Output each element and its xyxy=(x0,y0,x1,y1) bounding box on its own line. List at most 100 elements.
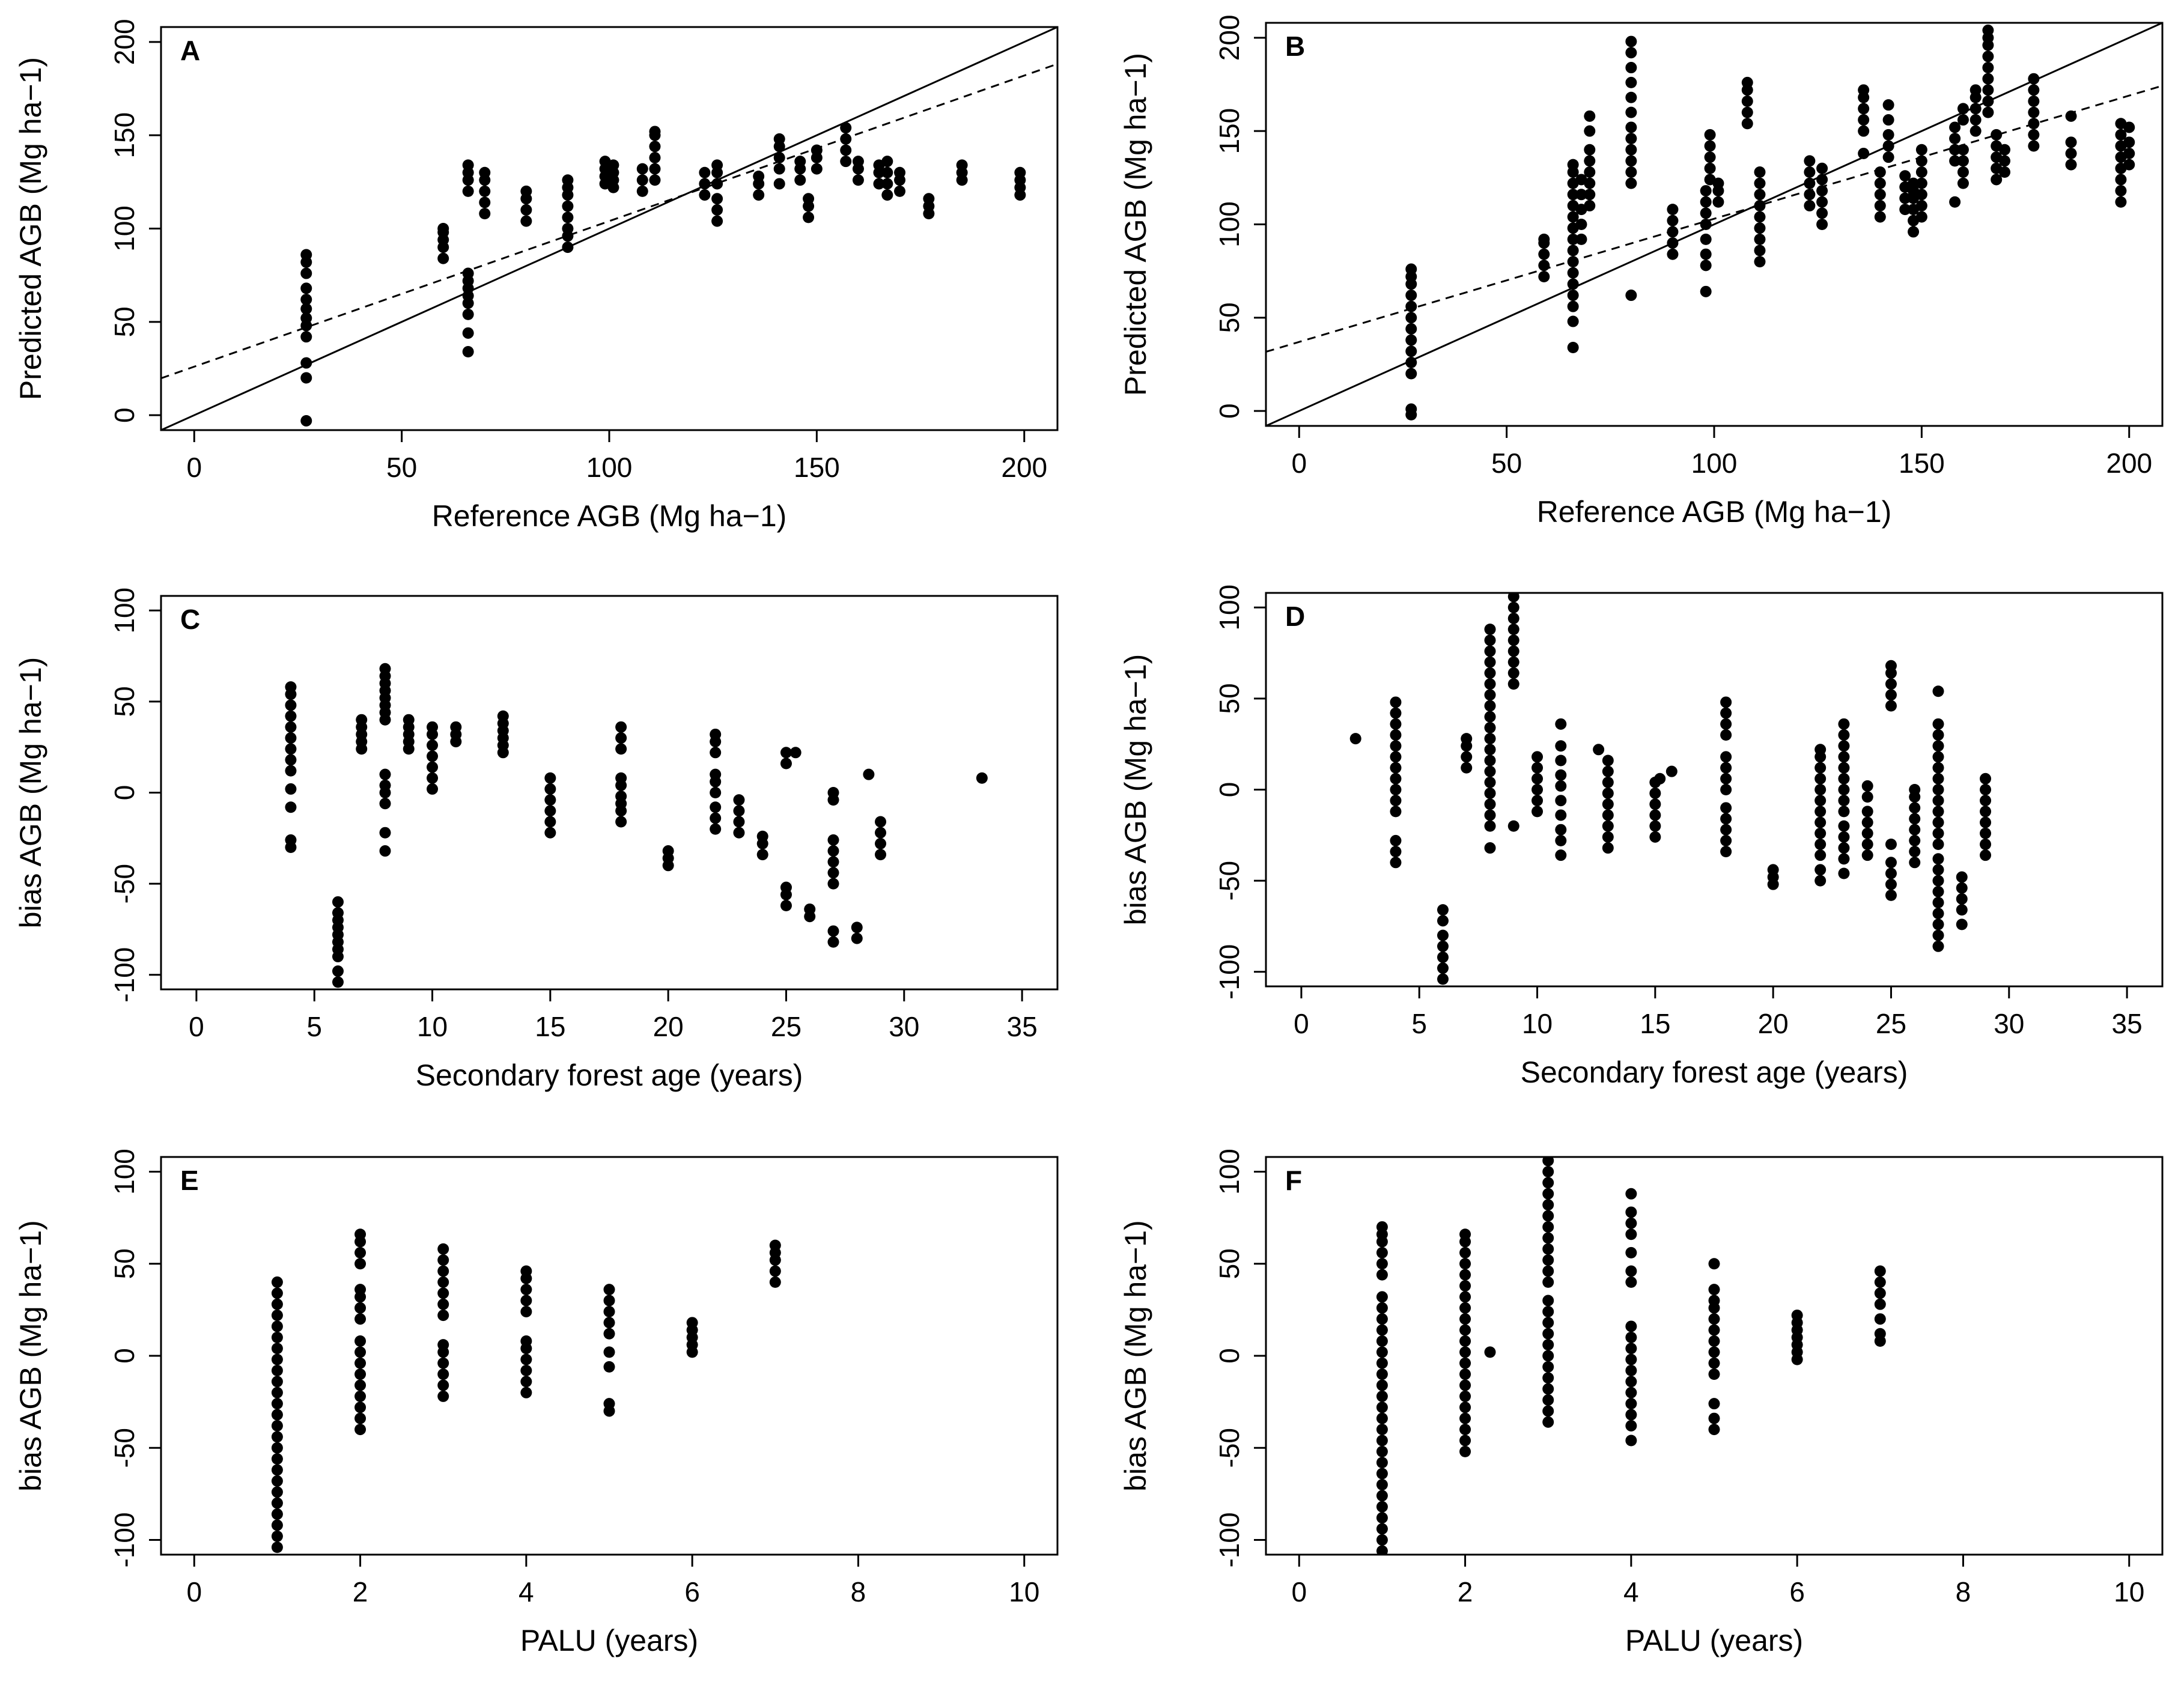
points xyxy=(285,663,988,988)
data-point xyxy=(1459,1258,1471,1270)
data-point xyxy=(1915,211,1927,223)
data-point xyxy=(520,204,532,216)
x-tick-label: 0 xyxy=(1294,1008,1309,1039)
data-point xyxy=(544,772,556,784)
data-point xyxy=(1708,1258,1720,1270)
y-tick-label: 50 xyxy=(1214,302,1245,333)
data-point xyxy=(300,294,312,306)
data-point xyxy=(1909,834,1921,846)
data-point xyxy=(603,1295,615,1307)
y-axis-title: bias AGB (Mg ha−1) xyxy=(14,1220,47,1492)
data-point xyxy=(356,714,368,726)
data-point xyxy=(710,801,722,813)
data-point xyxy=(1484,721,1496,733)
data-point xyxy=(1982,106,1994,118)
data-point xyxy=(1405,312,1417,324)
data-point xyxy=(1484,624,1496,636)
x-tick-label: 5 xyxy=(306,1011,322,1042)
data-point xyxy=(379,768,391,780)
data-point xyxy=(1754,166,1766,178)
data-point xyxy=(271,1343,283,1355)
data-point xyxy=(1708,1335,1720,1347)
data-point xyxy=(1538,233,1550,245)
data-point xyxy=(1720,762,1732,774)
data-point xyxy=(1459,1346,1471,1358)
data-point xyxy=(271,1508,283,1520)
data-point xyxy=(437,1254,449,1266)
x-tick-label: 8 xyxy=(851,1576,866,1608)
y-tick-label: 0 xyxy=(109,407,140,423)
x-tick-label: 0 xyxy=(189,1011,204,1042)
data-point xyxy=(300,331,312,343)
data-point xyxy=(753,189,765,201)
data-point xyxy=(1376,1468,1388,1480)
data-point xyxy=(1654,773,1666,785)
data-point xyxy=(1542,1265,1554,1277)
data-point xyxy=(1584,125,1596,137)
data-point xyxy=(1700,185,1712,197)
data-point xyxy=(1459,1246,1471,1258)
data-point xyxy=(649,141,661,153)
data-point xyxy=(873,178,885,190)
data-point xyxy=(332,907,344,919)
data-point xyxy=(1999,166,2011,178)
data-point xyxy=(1625,177,1637,189)
x-tick-label: 150 xyxy=(1899,448,1945,479)
data-point xyxy=(1667,214,1679,226)
data-point xyxy=(699,178,711,190)
data-point xyxy=(1932,740,1944,752)
data-point xyxy=(1708,1295,1720,1307)
x-tick-label: 200 xyxy=(1001,452,1047,483)
data-point xyxy=(544,783,556,795)
data-point xyxy=(1507,820,1519,832)
data-point xyxy=(1882,129,1894,141)
data-point xyxy=(603,1398,615,1410)
data-point xyxy=(769,1276,781,1288)
y-tick-label: 0 xyxy=(1214,782,1245,798)
data-point xyxy=(1874,1328,1886,1340)
data-point xyxy=(354,1313,367,1325)
data-point xyxy=(1874,1313,1886,1325)
y-tick-label: 100 xyxy=(109,205,140,252)
data-point xyxy=(271,1365,283,1377)
data-point xyxy=(379,845,391,857)
data-point xyxy=(1991,129,2003,141)
y-axis-title: bias AGB (Mg ha−1) xyxy=(1119,654,1152,926)
data-point xyxy=(520,1386,532,1398)
data-point xyxy=(1484,645,1496,657)
data-point xyxy=(1459,1280,1471,1292)
data-point xyxy=(1376,1412,1388,1424)
data-point xyxy=(300,372,312,384)
panel-letter: A xyxy=(180,35,200,66)
data-point xyxy=(1405,368,1417,380)
data-point xyxy=(923,193,935,205)
data-point xyxy=(1376,1445,1388,1457)
data-point xyxy=(1390,834,1402,846)
y-axis-title: Predicted AGB (Mg ha−1) xyxy=(14,57,47,400)
data-point xyxy=(1720,707,1732,719)
data-point xyxy=(1957,114,1969,126)
data-point xyxy=(1754,189,1766,201)
data-point xyxy=(300,414,312,427)
data-point xyxy=(1754,177,1766,189)
data-point xyxy=(1376,1479,1388,1491)
data-point xyxy=(520,1265,532,1277)
data-point xyxy=(1885,700,1897,712)
data-point xyxy=(1915,155,1927,167)
data-point xyxy=(520,1365,532,1377)
data-point xyxy=(427,721,439,733)
data-point xyxy=(1908,226,1920,238)
data-point xyxy=(1885,689,1897,701)
data-point xyxy=(1814,864,1827,876)
y-tick-label: -50 xyxy=(109,1428,140,1468)
data-point xyxy=(437,1276,449,1288)
data-point xyxy=(1625,1365,1637,1377)
data-point xyxy=(437,223,449,234)
data-point xyxy=(1461,751,1473,763)
data-point xyxy=(710,747,722,759)
data-point xyxy=(271,1331,283,1343)
data-point xyxy=(1567,244,1579,257)
y-tick-label: -100 xyxy=(1214,1512,1245,1567)
data-point xyxy=(271,1442,283,1454)
data-point xyxy=(1667,237,1679,249)
